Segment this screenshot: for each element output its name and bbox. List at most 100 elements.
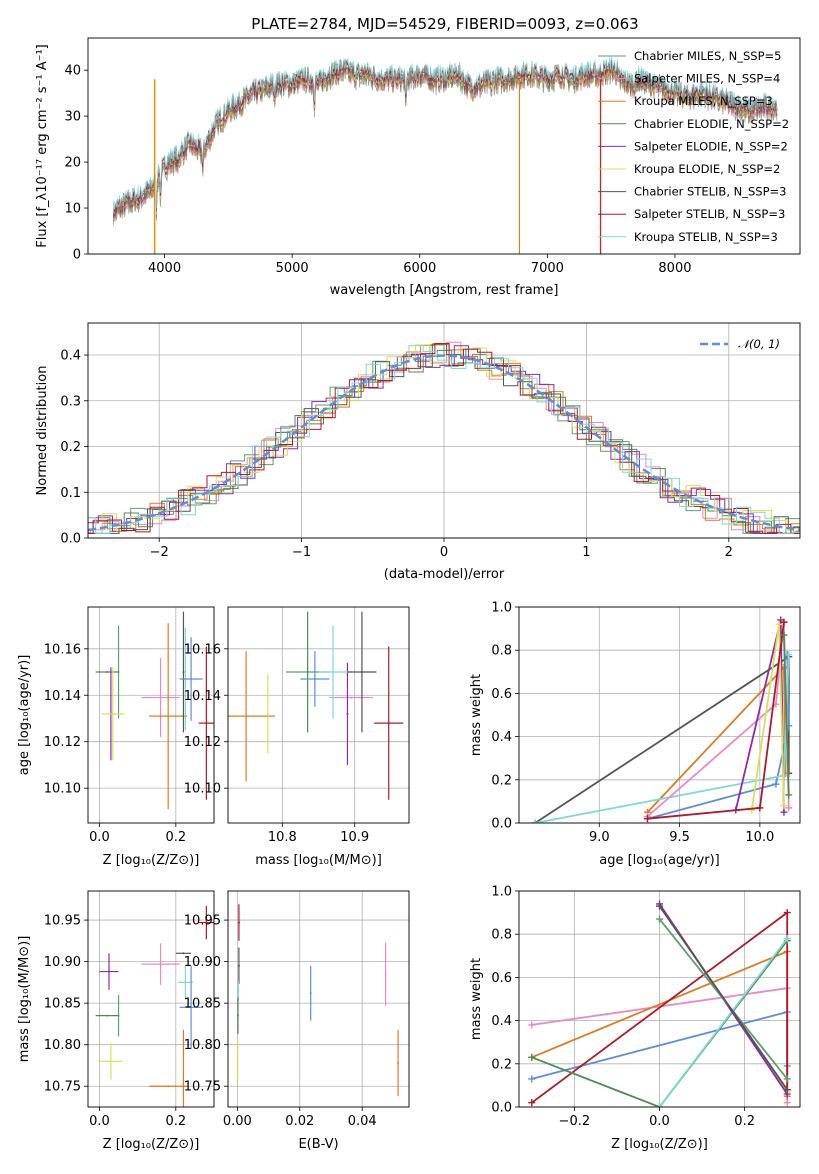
y-tick-label: 0.2 — [60, 440, 81, 455]
data-point — [237, 921, 240, 924]
x-axis-label: wavelength [Angstrom, rest frame] — [330, 283, 559, 298]
weight-lines — [528, 900, 791, 1107]
plus-marker — [528, 1021, 536, 1029]
x-tick-label: 0.04 — [348, 1114, 377, 1129]
y-tick-label: 10.14 — [184, 689, 221, 704]
y-tick-label: 10.85 — [44, 997, 81, 1012]
errorbars — [236, 904, 400, 1097]
weight-series-6 — [750, 624, 785, 811]
plus-marker — [780, 802, 788, 810]
normal-reference-curve — [88, 354, 800, 532]
y-tick-label: 10.12 — [184, 735, 221, 750]
data-point — [350, 696, 353, 699]
data-point — [245, 715, 248, 718]
y-tick-label: 40 — [64, 64, 81, 79]
y-axis-label: age [log₁₀(age/yr)] — [17, 655, 32, 776]
y-tick-label: 10.80 — [184, 1038, 221, 1053]
legend-label: Salpeter ELODIE, N_SSP=2 — [634, 139, 788, 153]
plus-marker — [656, 1103, 663, 1107]
y-tick-label: 0.2 — [491, 773, 512, 788]
legend: Chabrier MILES, N_SSP=5 Salpeter MILES, N… — [598, 49, 789, 244]
axes-frame — [518, 606, 801, 824]
data-point — [182, 1085, 185, 1088]
x-tick-label: 6000 — [403, 261, 436, 276]
data-point — [266, 712, 269, 715]
y-tick-label: 10.14 — [44, 689, 81, 704]
plus-marker — [772, 780, 780, 788]
axes-frame — [87, 322, 801, 539]
y-tick-label: 0.6 — [491, 971, 512, 986]
axes-frame — [87, 606, 215, 824]
plus-marker — [785, 651, 793, 659]
weight-lines — [531, 616, 793, 823]
data-point — [360, 671, 363, 674]
y-tick-label: 0.8 — [491, 644, 512, 659]
spectrum-series-8 — [113, 56, 778, 214]
x-axis-label: age [log₁₀(age/yr)] — [599, 853, 720, 868]
axes-frame — [227, 890, 410, 1108]
y-axis-label: Normed distribution — [35, 366, 50, 496]
errorbars — [228, 611, 404, 800]
y-tick-label: 10.10 — [184, 782, 221, 797]
x-tick-label: 10.9 — [340, 830, 369, 845]
legend-label: Kroupa ELODIE, N_SSP=2 — [634, 162, 780, 176]
y-tick-label: 0 — [73, 248, 81, 263]
plus-marker — [785, 791, 793, 799]
legend-label: Chabrier ELODIE, N_SSP=2 — [634, 117, 789, 131]
x-tick-label: 0.00 — [223, 1114, 252, 1129]
y-tick-label: 30 — [64, 110, 81, 125]
x-tick-label: 0.0 — [89, 1114, 110, 1129]
plus-marker — [656, 902, 663, 910]
legend-label: 𝒩(0, 1) — [738, 337, 780, 351]
y-tick-label: 10.75 — [184, 1080, 221, 1095]
x-tick-label: 10.0 — [745, 830, 774, 845]
x-tick-label: 5000 — [276, 261, 309, 276]
chart-age_vs_z: 0.0 0.2 10.10 10.12 10.14 10.16 Z [log₁₀(Z/Z⊙)… — [17, 606, 215, 868]
axes-frame — [518, 890, 801, 1108]
data-point — [331, 671, 334, 674]
legend-label: Salpeter STELIB, N_SSP=3 — [634, 207, 785, 221]
x-tick-label: 0.0 — [89, 830, 110, 845]
y-tick-label: 10.10 — [44, 782, 81, 797]
data-point — [236, 1014, 239, 1017]
y-axis-label: mass [log₁₀(M/M⊙)] — [17, 936, 32, 1063]
x-tick-label: −1 — [292, 545, 311, 560]
y-axis-label: mass weight — [469, 958, 484, 1040]
spectrum-lines — [113, 56, 778, 254]
y-tick-label: 10.12 — [44, 735, 81, 750]
plus-marker — [780, 808, 788, 816]
x-tick-label: −0.2 — [559, 1114, 591, 1129]
y-tick-label: 1.0 — [491, 601, 512, 616]
data-point — [205, 722, 208, 725]
data-point — [205, 921, 208, 924]
y-tick-label: 0.3 — [60, 394, 81, 409]
chart-weight_vs_z: −0.2 0.0 0.2 0.0 0.2 0.4 0.6 0.8 1.0 Z [log₁₀(Z/Z… — [469, 885, 801, 1152]
data-point — [167, 1085, 170, 1088]
y-tick-label: 10.85 — [184, 997, 221, 1012]
y-tick-label: 10.90 — [44, 955, 81, 970]
x-axis-label: mass [log₁₀(M/M⊙)] — [255, 853, 382, 868]
errorbars — [95, 905, 214, 1107]
data-point — [182, 952, 185, 955]
chart-residuals: −2 −1 0 1 2 0.0 0.1 0.2 0.3 0.4 (data-model)/error… — [35, 322, 801, 582]
chart-mass_vs_z: 0.0 0.2 10.75 10.80 10.85 10.90 10.95 Z [log₁₀(… — [17, 890, 215, 1152]
plus-marker — [528, 1075, 536, 1083]
data-point — [309, 992, 312, 995]
legend-label: Salpeter MILES, N_SSP=4 — [634, 72, 780, 86]
plus-marker — [783, 909, 791, 917]
x-tick-label: 1 — [582, 545, 590, 560]
chart-spectrum: 4000 5000 6000 7000 8000 0 10 20 30 40 wavelength … — [35, 37, 801, 298]
plus-marker — [780, 618, 788, 626]
chart-weight_vs_age: 9.0 9.5 10.0 0.0 0.2 0.4 0.6 0.8 1.0 age [log₁₀(a… — [469, 601, 801, 868]
y-tick-label: 0.2 — [491, 1057, 512, 1072]
y-tick-label: 10.16 — [184, 642, 221, 657]
x-tick-label: 4000 — [148, 261, 181, 276]
data-point — [190, 1006, 193, 1009]
chart-mass_vs_ebv: 0.00 0.02 0.04 10.75 10.80 10.85 10.90 10.95 E(B… — [184, 890, 410, 1152]
data-point — [237, 989, 240, 992]
plus-marker — [531, 819, 539, 823]
data-point — [387, 722, 390, 725]
plus-marker — [783, 1075, 791, 1083]
plus-marker — [656, 915, 663, 923]
